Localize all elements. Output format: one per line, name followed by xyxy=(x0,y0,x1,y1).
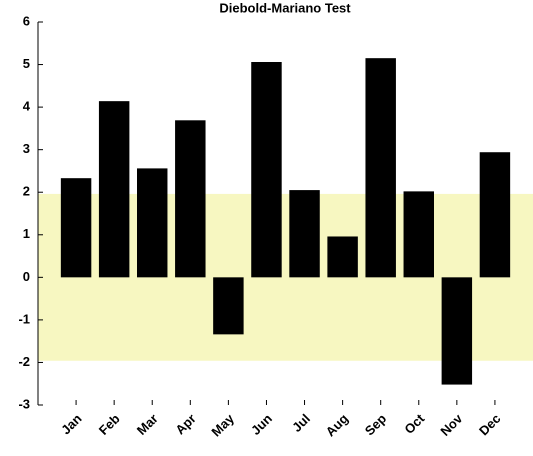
bar xyxy=(289,190,320,278)
bar xyxy=(441,277,473,385)
x-tick-label: Apr xyxy=(172,411,198,437)
y-tick-label: 2 xyxy=(23,184,30,199)
bar xyxy=(60,178,92,278)
bar xyxy=(137,168,168,278)
bar xyxy=(98,101,130,278)
x-tick-label: Nov xyxy=(437,410,466,439)
x-tick-label: May xyxy=(208,410,237,439)
y-tick-label: 6 xyxy=(23,13,30,28)
y-tick-label: 0 xyxy=(23,269,30,284)
x-tick-label: Feb xyxy=(96,411,123,438)
bar xyxy=(327,236,358,278)
y-tick-label: 5 xyxy=(23,56,30,71)
x-tick-label: Jul xyxy=(289,411,313,435)
y-tick-label: -1 xyxy=(18,311,30,326)
chart-title: Diebold-Mariano Test xyxy=(219,0,351,15)
bar xyxy=(213,277,244,335)
y-tick-label: 4 xyxy=(23,99,31,114)
x-tick-label: Aug xyxy=(323,411,352,440)
x-tick-label: Jun xyxy=(248,411,275,438)
bar xyxy=(365,58,396,278)
bar xyxy=(403,191,434,278)
bar xyxy=(479,152,511,278)
x-tick-label: Mar xyxy=(134,411,161,438)
x-tick-label: Sep xyxy=(362,411,390,439)
x-tick-label: Oct xyxy=(401,410,427,436)
bar xyxy=(251,62,282,278)
y-tick-label: 3 xyxy=(23,141,30,156)
x-tick-label: Jan xyxy=(58,411,84,437)
y-tick-label: -3 xyxy=(18,396,30,411)
y-tick-label: 1 xyxy=(23,226,30,241)
x-tick-label: Dec xyxy=(476,411,503,438)
y-tick-label: -2 xyxy=(18,354,30,369)
bar xyxy=(175,120,206,278)
